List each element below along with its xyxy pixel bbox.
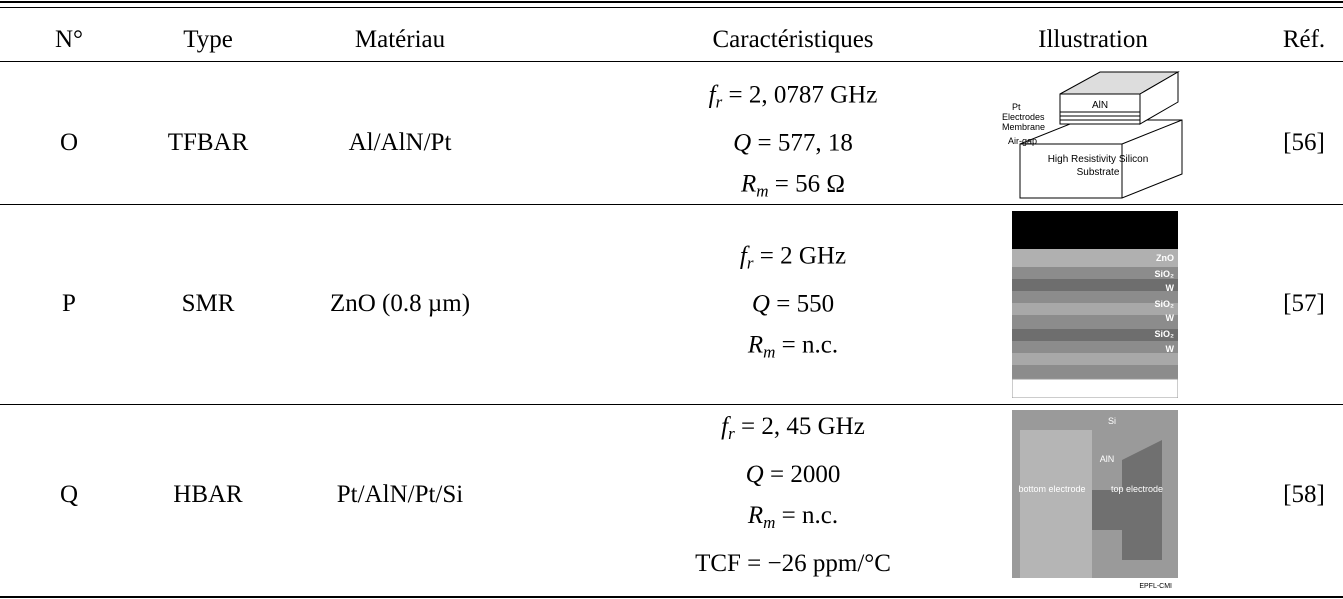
label: AlN — [1100, 454, 1115, 464]
label: SiO₂ — [1154, 269, 1174, 279]
header-cell: Illustration — [1038, 26, 1148, 53]
cell-id: O — [59, 129, 79, 156]
characteristic: Q = 550 — [740, 284, 846, 325]
cell-material: ZnO (0.8 µm) — [329, 290, 471, 317]
var: Q — [733, 129, 752, 157]
cell-characteristics: fr = 2, 0787 GHz Q = 577, 18 Rm = 56 Ω — [709, 75, 878, 212]
rest: = n.c. — [775, 331, 839, 359]
rule — [0, 7, 1343, 8]
characteristic: fr = 2 GHz — [740, 236, 846, 284]
cell-type: HBAR — [173, 481, 243, 508]
rule — [0, 61, 1343, 62]
label: AlN — [1092, 100, 1108, 111]
header-cell: N° — [54, 26, 84, 53]
characteristic: TCF = −26 ppm/°C — [695, 543, 891, 584]
label: Si — [1108, 416, 1116, 426]
label: bottom electrode — [1018, 484, 1085, 494]
rest: = 550 — [769, 290, 835, 318]
label: SiO₂ — [1154, 299, 1174, 309]
illustration-tfbar: Pt Electrodes Membrane Air-gap AlN High … — [1002, 71, 1183, 199]
label: Pt — [1012, 102, 1021, 112]
label: High Resistivity Silicon — [1048, 154, 1149, 165]
label: ZnO — [1156, 253, 1174, 263]
illustration-hbar: Si AlN bottom electrode top electrode EP… — [1012, 410, 1178, 592]
rule — [0, 204, 1343, 205]
header-cell: Type — [183, 26, 233, 53]
characteristic: fr = 2, 0787 GHz — [709, 75, 878, 123]
label: top electrode — [1111, 484, 1163, 494]
var: f — [721, 413, 729, 440]
cell-type: TFBAR — [167, 129, 249, 156]
label: TCF — [695, 550, 741, 577]
illustration-smr: ZnO SiO₂ W SiO₂ W SiO₂ W — [1012, 211, 1178, 398]
var: R — [740, 170, 757, 198]
label: W — [1166, 283, 1175, 293]
label: W — [1166, 313, 1175, 323]
rest: = n.c. — [775, 502, 839, 529]
label: W — [1166, 344, 1175, 354]
sub: m — [763, 513, 776, 532]
rest: = 2, 45 GHz — [734, 413, 865, 440]
characteristic: Rm = n.c. — [740, 325, 846, 373]
characteristic: Q = 577, 18 — [709, 123, 878, 164]
sub: m — [756, 181, 769, 201]
cell-ref: [57] — [1283, 290, 1325, 317]
characteristic: Rm = n.c. — [695, 495, 891, 543]
header-cell: Réf. — [1282, 26, 1326, 53]
characteristic: fr = 2, 45 GHz — [695, 406, 891, 454]
header-cell: Caractéristiques — [712, 26, 874, 53]
label: Substrate — [1077, 167, 1120, 178]
rest: = 2, 0787 GHz — [722, 81, 878, 109]
label: Membrane — [1002, 122, 1045, 132]
var: Q — [751, 290, 770, 318]
cell-material: Pt/AlN/Pt/Si — [336, 481, 464, 508]
label: SiO₂ — [1154, 329, 1174, 339]
rest: = 2000 — [763, 461, 841, 488]
rest: = 56 Ω — [768, 170, 845, 198]
label: Air-gap — [1008, 136, 1037, 146]
rule — [0, 1, 1343, 3]
cell-characteristics: fr = 2 GHz Q = 550 Rm = n.c. — [740, 236, 846, 373]
cell-characteristics: fr = 2, 45 GHz Q = 2000 Rm = n.c. TCF = −26… — [695, 406, 891, 584]
rule — [0, 596, 1343, 598]
sub: r — [715, 92, 723, 112]
var: R — [747, 331, 764, 359]
sub: m — [763, 342, 776, 362]
label: Electrodes — [1002, 112, 1045, 122]
characteristic: Rm = 56 Ω — [709, 164, 878, 212]
rest: = −26 ppm/°C — [740, 550, 891, 577]
cell-ref: [58] — [1283, 481, 1325, 508]
var: f — [739, 242, 747, 270]
cell-id: Q — [59, 481, 79, 508]
cell-type: SMR — [181, 290, 235, 317]
cell-material: Al/AlN/Pt — [348, 129, 452, 156]
rule — [0, 404, 1343, 405]
rest: = 2 GHz — [753, 242, 847, 270]
label: EPFL-CMI — [1139, 583, 1172, 590]
cell-ref: [56] — [1283, 129, 1325, 156]
var: R — [747, 502, 764, 529]
var: Q — [745, 461, 764, 488]
var: f — [708, 81, 716, 109]
cell-id: P — [62, 290, 76, 317]
sub: r — [746, 253, 754, 273]
header-cell: Matériau — [354, 26, 446, 53]
sub: r — [728, 424, 735, 443]
characteristic: Q = 2000 — [695, 454, 891, 495]
rest: = 577, 18 — [751, 129, 853, 157]
